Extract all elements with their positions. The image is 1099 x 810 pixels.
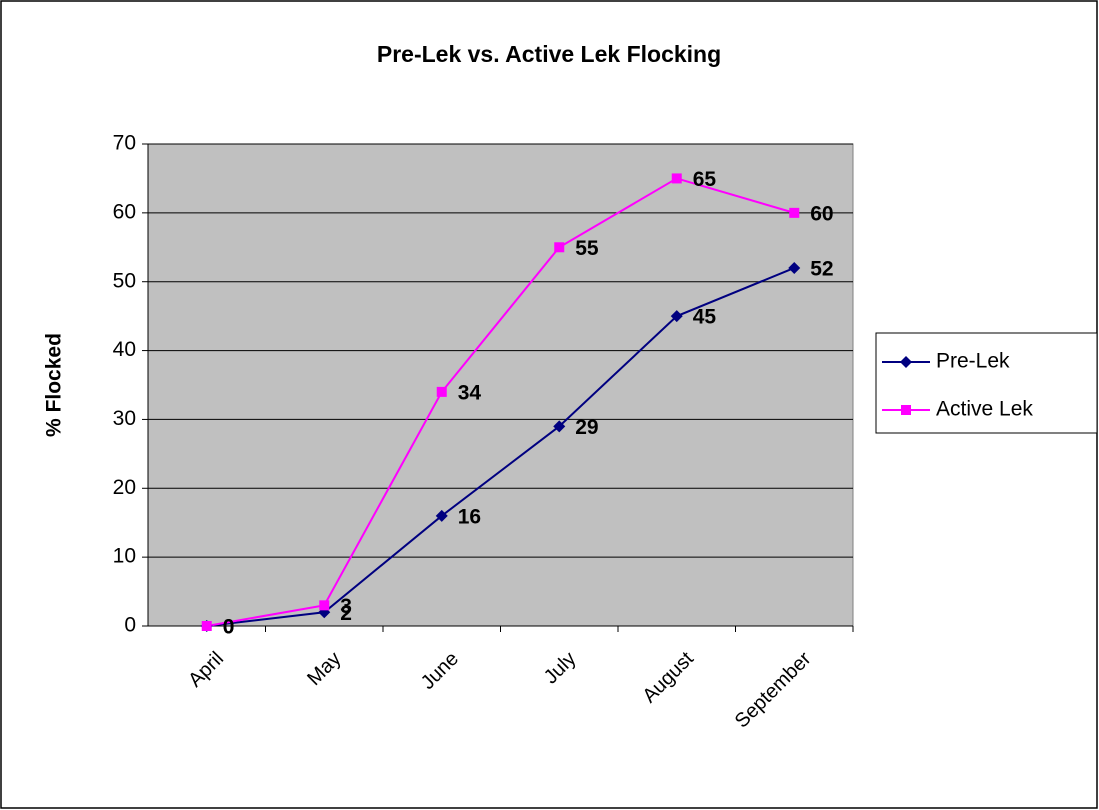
y-tick-label: 40 [113,338,136,361]
y-tick-label: 50 [113,269,136,292]
data-label: 52 [810,257,833,280]
data-point [670,310,683,323]
data-label: 34 [458,381,482,404]
y-tick-label: 70 [113,132,136,155]
y-tick-label: 0 [124,614,136,637]
data-label: 2 [340,602,352,625]
data-point [435,509,448,522]
data-label: 0 [223,616,235,639]
chart-title: Pre-Lek vs. Active Lek Flocking [377,41,721,67]
data-point [319,600,330,611]
data-label: 29 [575,416,598,439]
y-tick-label: 30 [113,407,136,430]
data-point [788,261,801,274]
data-label: 0 [223,616,235,639]
data-label: 55 [575,237,599,260]
data-label: 16 [458,505,481,528]
data-point [201,621,212,631]
legend-marker [900,356,912,368]
data-point [554,242,565,253]
data-point [789,207,800,218]
series-line [206,267,795,627]
data-point [671,173,682,184]
data-point [436,386,447,397]
legend-label: Pre-Lek [936,350,1010,373]
data-label: 3 [340,595,352,618]
y-tick-label: 10 [113,545,136,568]
y-axis-label: % Flocked [43,333,66,437]
y-tick-label: 20 [113,476,136,499]
y-tick-label: 60 [113,200,136,223]
data-label: 60 [810,202,833,225]
legend-label: Active Lek [936,398,1033,421]
data-label: 45 [693,306,717,329]
data-label: 65 [693,168,717,191]
plot-area [147,143,854,627]
legend-marker [901,405,911,415]
legend-box [875,332,1098,434]
series-line [206,177,795,627]
data-point [553,420,566,433]
